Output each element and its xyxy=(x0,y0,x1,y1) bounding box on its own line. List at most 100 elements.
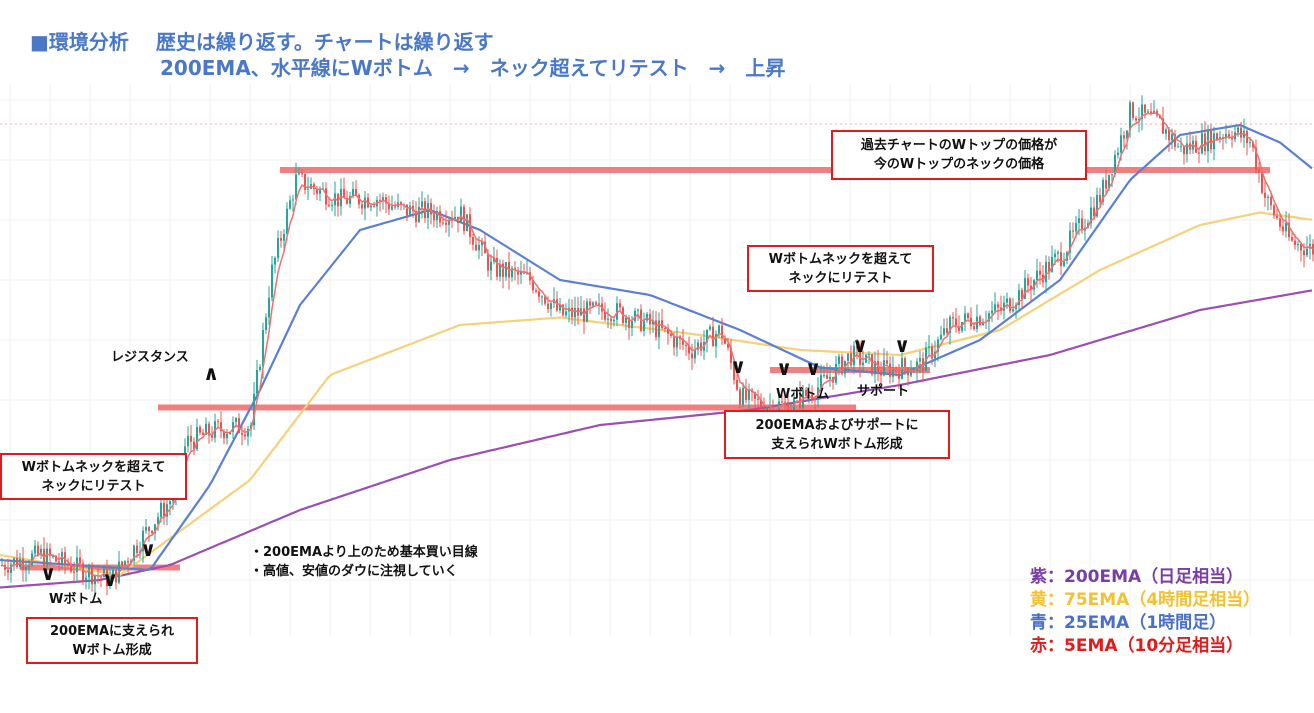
candle-body xyxy=(541,296,543,298)
candle-body xyxy=(355,189,357,195)
candle-body xyxy=(232,422,234,432)
candle-body xyxy=(37,545,39,555)
candle-body xyxy=(400,202,402,205)
candle-body xyxy=(574,307,576,318)
candle-body xyxy=(151,530,153,534)
candle-body xyxy=(943,328,945,335)
candle-body xyxy=(520,271,522,275)
candle-body xyxy=(532,280,534,291)
candle-body xyxy=(661,320,663,328)
candle-body xyxy=(808,394,810,396)
candle-body xyxy=(427,203,429,219)
candle-body xyxy=(46,548,48,566)
candle-body xyxy=(1183,146,1185,155)
candle-body xyxy=(31,553,33,565)
candle-body xyxy=(364,197,366,209)
ema-200EMA xyxy=(0,289,1313,589)
candle-body xyxy=(562,304,564,316)
candle-body xyxy=(757,398,759,400)
candle-body xyxy=(370,205,372,208)
candle-body xyxy=(724,338,726,344)
candle-body xyxy=(1102,179,1104,202)
candle-body xyxy=(361,204,363,209)
candle-body xyxy=(643,320,645,331)
header-subtitle: 200EMA、水平線にWボトム → ネック超えてリテスト → 上昇 xyxy=(160,56,786,80)
candle-body xyxy=(40,548,42,555)
candle-body xyxy=(298,173,300,175)
candle-body xyxy=(1294,240,1296,246)
left-retest-line1: Wボトムネックを超えて xyxy=(21,459,166,475)
candle-body xyxy=(208,423,210,436)
note-line-2: ・高値、安値のダウに注視していく xyxy=(250,564,458,579)
candle-body xyxy=(478,245,480,251)
candle-body xyxy=(862,362,864,366)
candle-body xyxy=(25,567,27,570)
candle-body xyxy=(1144,104,1146,113)
candle-body xyxy=(331,205,333,207)
candle-body xyxy=(1150,111,1152,114)
candle-body xyxy=(733,362,735,380)
candle-body xyxy=(874,360,876,375)
candle-body xyxy=(505,262,507,277)
candle-body xyxy=(466,214,468,232)
candle-body xyxy=(271,264,273,298)
candle-body xyxy=(1078,218,1080,223)
support-arrow-2: ∨ xyxy=(776,356,793,380)
top-note-box: 過去チャートのWトップの価格が 今のWトップのネックの価格 xyxy=(831,130,1087,180)
candle-body xyxy=(244,434,246,437)
candle-body xyxy=(202,432,204,435)
candle-body xyxy=(982,322,984,326)
candle-body xyxy=(853,345,855,366)
candle-body xyxy=(721,325,723,339)
candle-body xyxy=(799,392,801,408)
candle-body xyxy=(1000,307,1002,311)
candle-body xyxy=(1072,230,1074,232)
left-formation-box: 200EMAに支えられ Wボトム形成 xyxy=(26,617,198,664)
candle-body xyxy=(637,309,639,311)
candle-body xyxy=(205,423,207,435)
candle-body xyxy=(1300,244,1302,251)
candle-body xyxy=(1282,226,1284,232)
candle-body xyxy=(820,375,822,388)
candle-body xyxy=(418,206,420,223)
candle-body xyxy=(1123,135,1125,139)
left-wbottom-label: Wボトム xyxy=(49,592,103,607)
candle-body xyxy=(658,320,660,338)
candle-body xyxy=(1081,218,1083,231)
candle-body xyxy=(1270,197,1272,206)
candle-body xyxy=(544,296,546,304)
candle-body xyxy=(550,303,552,309)
ema5-line xyxy=(1,111,1314,579)
candle-body xyxy=(883,360,885,376)
candle-body xyxy=(631,321,633,328)
candle-body xyxy=(496,257,498,277)
candle-body xyxy=(613,319,615,322)
candle-body xyxy=(694,349,696,359)
candle-body xyxy=(610,318,612,322)
candle-body xyxy=(1147,111,1149,113)
candle-body xyxy=(448,219,450,225)
candle-body xyxy=(1057,252,1059,254)
candle-body xyxy=(994,304,996,311)
candle-body xyxy=(295,174,297,200)
candle-body xyxy=(1297,244,1299,246)
candle-body xyxy=(1165,129,1167,134)
legend-200ema: 紫：200EMA（日足相当） xyxy=(1030,567,1244,587)
candle-body xyxy=(1210,129,1212,150)
candle-body xyxy=(64,552,66,564)
retest-arrow-mid-1: ∨ xyxy=(852,333,869,357)
candle-body xyxy=(1171,134,1173,141)
candle-body xyxy=(73,571,75,573)
mid-retest-box: Wボトムネックを超えて ネックにリテスト xyxy=(747,245,934,292)
candle-body xyxy=(49,548,51,556)
candle-body xyxy=(226,434,228,439)
candle-body xyxy=(1099,194,1101,202)
mid-wbottom-label: Wボトム xyxy=(776,387,830,402)
candle-body xyxy=(868,354,870,356)
candle-body xyxy=(682,338,684,345)
candle-body xyxy=(535,290,537,292)
candle-body xyxy=(988,313,990,322)
candle-body xyxy=(1168,129,1170,141)
candle-body xyxy=(1216,133,1218,140)
mid-retest-line2: ネックにリテスト xyxy=(788,270,893,286)
